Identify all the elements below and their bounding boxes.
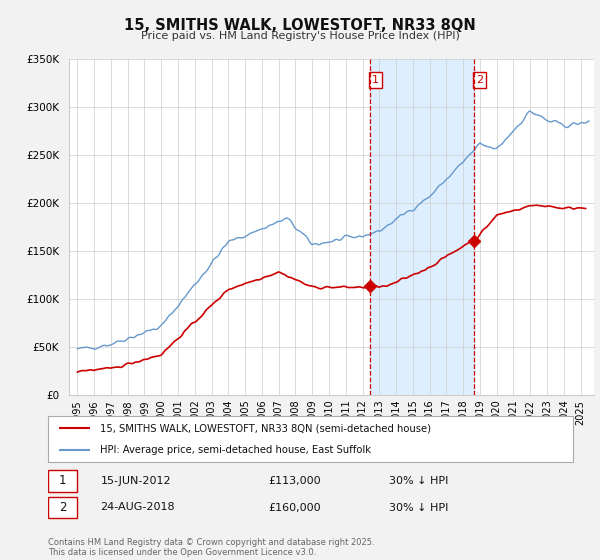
Text: 1: 1 — [372, 75, 379, 85]
Text: Price paid vs. HM Land Registry's House Price Index (HPI): Price paid vs. HM Land Registry's House … — [140, 31, 460, 41]
Text: 30% ↓ HPI: 30% ↓ HPI — [389, 476, 449, 486]
Text: 15, SMITHS WALK, LOWESTOFT, NR33 8QN: 15, SMITHS WALK, LOWESTOFT, NR33 8QN — [124, 18, 476, 33]
Text: 30% ↓ HPI: 30% ↓ HPI — [389, 502, 449, 512]
Bar — [370, 59, 474, 395]
Text: 15-JUN-2012: 15-JUN-2012 — [101, 476, 171, 486]
FancyBboxPatch shape — [48, 497, 77, 518]
Text: 2: 2 — [476, 75, 483, 85]
FancyBboxPatch shape — [48, 470, 77, 492]
FancyBboxPatch shape — [48, 416, 573, 462]
Text: 1: 1 — [59, 474, 66, 487]
Text: £113,000: £113,000 — [269, 476, 321, 486]
Text: 24-AUG-2018: 24-AUG-2018 — [101, 502, 175, 512]
Text: 2: 2 — [59, 501, 66, 514]
Text: 15, SMITHS WALK, LOWESTOFT, NR33 8QN (semi-detached house): 15, SMITHS WALK, LOWESTOFT, NR33 8QN (se… — [101, 423, 431, 433]
Text: Contains HM Land Registry data © Crown copyright and database right 2025.
This d: Contains HM Land Registry data © Crown c… — [48, 538, 374, 557]
Text: £160,000: £160,000 — [269, 502, 321, 512]
Text: HPI: Average price, semi-detached house, East Suffolk: HPI: Average price, semi-detached house,… — [101, 445, 371, 455]
